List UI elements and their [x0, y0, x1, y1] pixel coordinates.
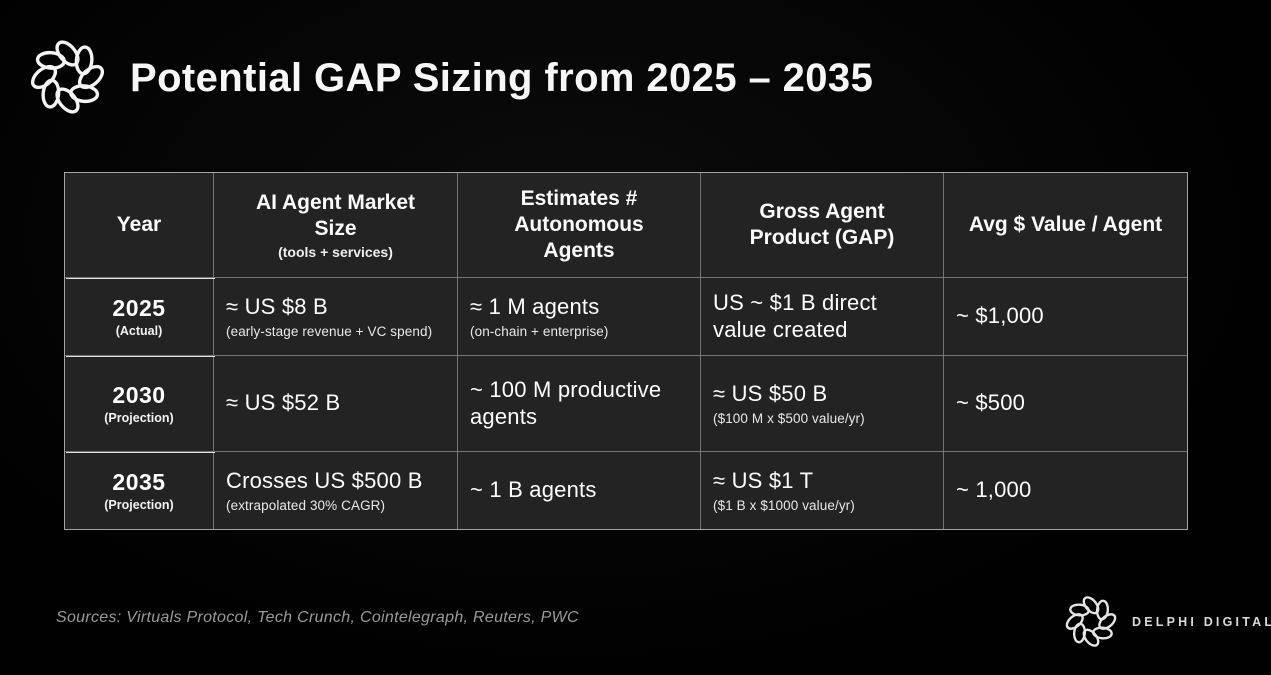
gap-sizing-table: Year AI Agent Market Size (tools + servi… — [64, 172, 1188, 530]
delphi-knot-icon-small — [1063, 593, 1119, 650]
year-row-divider — [66, 356, 215, 357]
column-header-market-size: AI Agent Market Size (tools + services) — [214, 173, 457, 277]
delphi-knot-icon — [30, 40, 105, 114]
cell-agents-2030: ~ 100 M productive agents — [458, 356, 700, 451]
cell-agents-2035: ~ 1 B agents — [458, 452, 700, 529]
year-row-divider — [66, 278, 215, 279]
cell-gap-2025: US ~ $1 B direct value created — [701, 278, 943, 355]
year-value: 2030 — [112, 382, 166, 408]
year-value: 2035 — [112, 469, 166, 495]
cell-value: ≈ 1 M agents — [470, 294, 600, 320]
cell-value: US ~ $1 B direct value created — [713, 289, 877, 342]
cell-avg-value-2025: ~ $1,000 — [944, 278, 1187, 355]
cell-avg-value-2035: ~ 1,000 — [944, 452, 1187, 529]
cell-year-2025: 2025 (Actual) — [65, 278, 213, 355]
cell-note: ($1 B x $1000 value/yr) — [713, 497, 855, 513]
cell-gap-2035: ≈ US $1 T ($1 B x $1000 value/yr) — [701, 452, 943, 529]
brand-wordmark: DELPHI DIGITAL — [1132, 614, 1271, 629]
year-note: (Actual) — [115, 324, 163, 338]
page-title: Potential GAP Sizing from 2025 – 2035 — [130, 56, 874, 100]
year-row-divider — [66, 452, 215, 453]
cell-note: (early-stage revenue + VC spend) — [226, 323, 433, 339]
column-header-autonomous-agents: Estimates # Autonomous Agents — [458, 173, 700, 277]
cell-agents-2025: ≈ 1 M agents (on-chain + enterprise) — [458, 278, 700, 355]
cell-gap-2030: ≈ US $50 B ($100 M x $500 value/yr) — [701, 356, 943, 451]
column-header-label: Gross Agent Product (GAP) — [749, 199, 895, 249]
cell-note: (extrapolated 30% CAGR) — [226, 497, 386, 513]
cell-value: ≈ US $8 B — [226, 294, 328, 320]
sources-note: Sources: Virtuals Protocol, Tech Crunch,… — [56, 609, 579, 626]
cell-value: ~ $1,000 — [956, 303, 1044, 329]
year-note: (Projection) — [104, 498, 174, 512]
cell-note: ($100 M x $500 value/yr) — [713, 410, 865, 426]
column-header-label: AI Agent Market Size — [255, 190, 416, 240]
year-value: 2025 — [112, 295, 166, 321]
column-header-note: (tools + services) — [278, 244, 393, 261]
column-header-label: Estimates # Autonomous Agents — [514, 186, 644, 263]
cell-note: (on-chain + enterprise) — [470, 323, 609, 339]
cell-value: ≈ US $52 B — [226, 390, 341, 416]
cell-value: ≈ US $50 B — [713, 381, 828, 407]
column-header-label: Avg $ Value / Agent — [968, 212, 1163, 236]
cell-avg-value-2030: ~ $500 — [944, 356, 1187, 451]
cell-value: ~ 1,000 — [956, 477, 1032, 503]
cell-value: ≈ US $1 T — [713, 468, 814, 494]
year-note: (Projection) — [104, 411, 174, 425]
cell-value: ~ $500 — [956, 390, 1026, 416]
cell-value: ~ 100 M productive agents — [470, 376, 662, 429]
cell-year-2030: 2030 (Projection) — [65, 356, 213, 451]
cell-market-size-2035: Crosses US $500 B (extrapolated 30% CAGR… — [214, 452, 457, 529]
cell-market-size-2030: ≈ US $52 B — [214, 356, 457, 451]
cell-value: Crosses US $500 B — [226, 468, 423, 494]
column-header-year: Year — [65, 173, 213, 277]
cell-year-2035: 2035 (Projection) — [65, 452, 213, 529]
column-header-avg-value: Avg $ Value / Agent — [944, 173, 1187, 277]
column-header-gross-agent-product: Gross Agent Product (GAP) — [701, 173, 943, 277]
cell-market-size-2025: ≈ US $8 B (early-stage revenue + VC spen… — [214, 278, 457, 355]
brand-footer: DELPHI DIGITAL — [1063, 593, 1271, 650]
cell-value: ~ 1 B agents — [470, 477, 597, 503]
column-header-label: Year — [116, 212, 162, 236]
